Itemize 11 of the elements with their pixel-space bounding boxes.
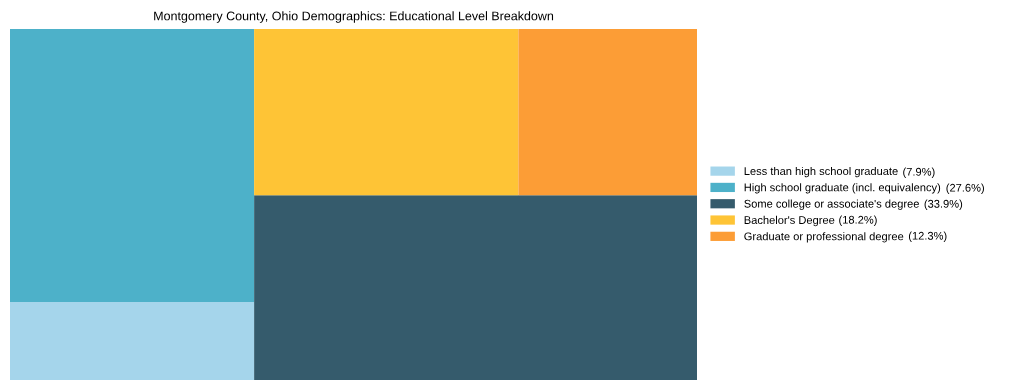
legend-label: Bachelor's Degree (744, 215, 835, 227)
legend-label: High school graduate (incl. equivalency) (744, 183, 941, 194)
data-label: (27.6%) (946, 183, 984, 194)
text: Montgomery County, Ohio Demographics: Educational Level Breakdown (154, 11, 554, 23)
data-label: (33.9%) (924, 199, 963, 210)
legend-label: Graduate or professional degree (744, 232, 904, 243)
data-label: (12.3%) (908, 231, 947, 242)
data-label: (7.9%) (903, 167, 935, 178)
legend-label: Less than high school graduate (744, 166, 898, 178)
data-label: (18.2%) (839, 215, 877, 226)
legend-label: Some college or associate's degree (744, 199, 919, 210)
